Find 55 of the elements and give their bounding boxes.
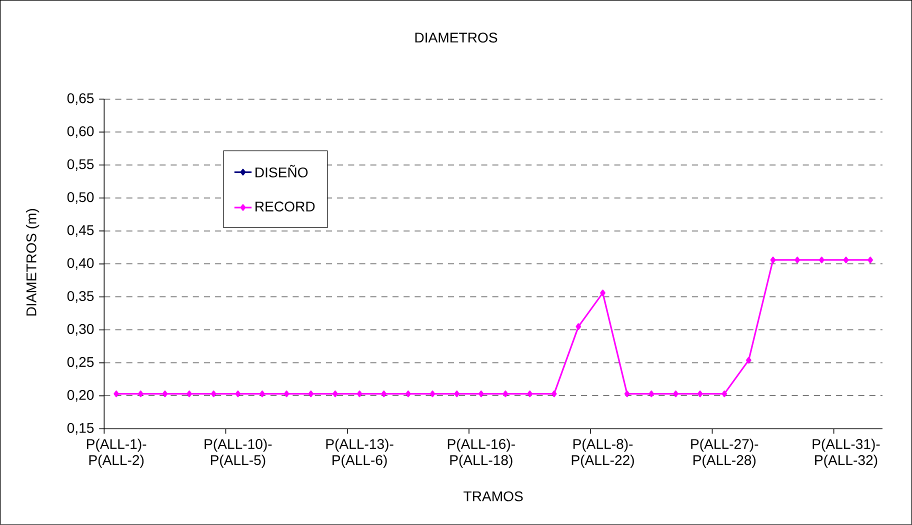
x-tick-label: P(ALL-13)-P(ALL-6) bbox=[326, 438, 394, 468]
point bbox=[478, 390, 484, 398]
y-axis-title: DIAMETROS (m) bbox=[26, 209, 40, 316]
point bbox=[430, 390, 436, 398]
point bbox=[868, 256, 874, 264]
y-tick-label: 0,30 bbox=[67, 324, 94, 336]
x-tick-label: P(ALL-1)-P(ALL-2) bbox=[86, 438, 146, 468]
y-tick-label: 0,65 bbox=[67, 93, 94, 105]
y-tick-label: 0,35 bbox=[67, 291, 94, 303]
legend-label: RECORD bbox=[256, 202, 315, 212]
x-tick-label: P(ALL-27)-P(ALL-28) bbox=[691, 438, 758, 468]
point bbox=[454, 390, 460, 398]
y-tick-label: 0,40 bbox=[67, 258, 94, 270]
x-axis-title: TRAMOS bbox=[464, 491, 523, 502]
point bbox=[332, 390, 338, 398]
x-tick-label: P(ALL-16)-P(ALL-18) bbox=[448, 438, 515, 468]
y-tick-label: 0,55 bbox=[67, 159, 94, 171]
x-tick-label: P(ALL-10)-P(ALL-5) bbox=[204, 438, 272, 468]
point bbox=[624, 390, 630, 398]
point bbox=[794, 256, 800, 264]
point bbox=[843, 256, 849, 264]
y-tick-label: 0,20 bbox=[67, 390, 94, 402]
point bbox=[673, 390, 678, 398]
point bbox=[260, 390, 265, 398]
point bbox=[600, 290, 606, 296]
point bbox=[405, 390, 411, 398]
x-tick-label: P(ALL-31)-P(ALL-32) bbox=[812, 438, 880, 468]
y-tick-label: 0,15 bbox=[67, 423, 94, 435]
point bbox=[162, 390, 168, 398]
point bbox=[502, 390, 508, 398]
point bbox=[527, 390, 532, 398]
chart-title: DIAMETROS bbox=[415, 32, 498, 43]
point bbox=[284, 390, 290, 398]
point bbox=[235, 390, 241, 398]
point bbox=[576, 323, 582, 330]
y-tick-label: 0,25 bbox=[67, 357, 94, 369]
y-tick-label: 0,50 bbox=[67, 192, 94, 204]
point bbox=[210, 390, 216, 398]
y-tick-label: 0,45 bbox=[67, 225, 94, 237]
point bbox=[356, 390, 362, 398]
point bbox=[722, 390, 728, 398]
point bbox=[746, 356, 752, 364]
point bbox=[697, 390, 703, 398]
point bbox=[818, 256, 824, 264]
point bbox=[551, 390, 557, 398]
x-tick-label: P(ALL-8)-P(ALL-22) bbox=[572, 438, 634, 468]
point bbox=[648, 390, 654, 398]
point bbox=[138, 390, 144, 398]
y-tick-label: 0,60 bbox=[67, 126, 94, 138]
point bbox=[186, 390, 192, 398]
point bbox=[770, 256, 776, 264]
point bbox=[381, 390, 387, 398]
point bbox=[114, 390, 120, 398]
point bbox=[308, 390, 314, 398]
legend-label: DISEÑO bbox=[256, 165, 308, 178]
